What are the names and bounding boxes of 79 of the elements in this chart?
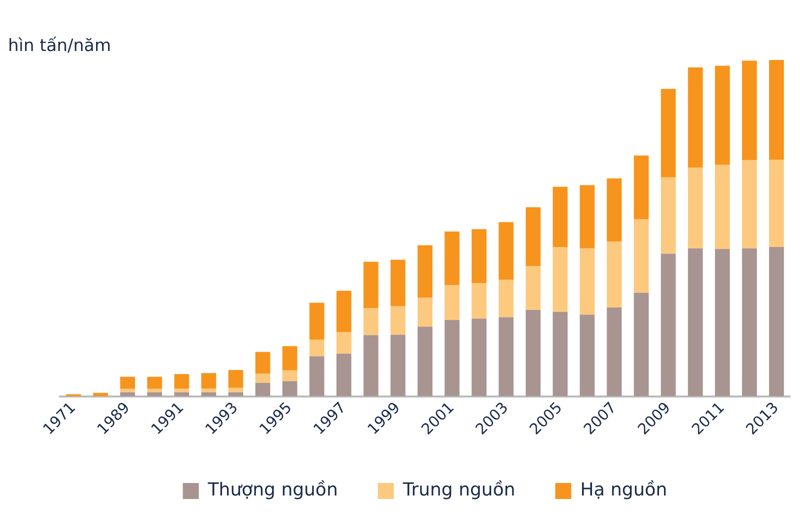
bar xyxy=(201,373,216,389)
bar xyxy=(282,381,298,396)
bar xyxy=(444,232,460,286)
bar xyxy=(688,248,703,396)
bar xyxy=(174,374,190,389)
bar xyxy=(634,292,649,396)
bar xyxy=(363,262,378,308)
bar xyxy=(309,302,324,340)
legend-label: Thượng nguồn xyxy=(206,480,338,501)
bar xyxy=(120,388,136,392)
bar xyxy=(444,320,460,396)
bar xyxy=(255,374,270,383)
bar xyxy=(498,222,514,280)
bar xyxy=(309,339,324,356)
bar xyxy=(580,185,595,248)
bar xyxy=(120,376,136,389)
bar xyxy=(201,392,216,396)
bar xyxy=(418,326,432,396)
bar xyxy=(742,60,757,160)
bar xyxy=(228,392,244,396)
bar xyxy=(526,266,541,310)
bar xyxy=(742,160,757,248)
bar xyxy=(363,335,378,396)
bar xyxy=(634,156,649,220)
bar xyxy=(444,285,460,320)
bar xyxy=(147,388,162,392)
bar xyxy=(606,308,622,396)
bar xyxy=(580,314,595,396)
bar xyxy=(580,248,595,315)
bar xyxy=(769,60,784,160)
bar xyxy=(498,280,514,318)
bar xyxy=(526,207,541,266)
bar xyxy=(363,308,378,336)
bar xyxy=(688,67,703,168)
bar xyxy=(660,88,676,178)
legend-label: Hạ nguồn xyxy=(580,480,668,501)
bar xyxy=(390,260,406,306)
bar xyxy=(309,356,324,396)
y-axis-title: hìn tấn/năm xyxy=(8,36,112,56)
bar xyxy=(660,254,676,396)
bar xyxy=(255,352,270,374)
bar xyxy=(714,248,730,396)
bar xyxy=(147,392,162,396)
bar xyxy=(120,392,136,396)
bar xyxy=(498,317,514,396)
bar xyxy=(769,160,784,247)
bar xyxy=(472,229,487,283)
bar xyxy=(418,298,432,327)
bar xyxy=(552,246,568,312)
bar xyxy=(174,388,190,392)
bar xyxy=(147,376,162,389)
bar xyxy=(472,282,487,319)
bar xyxy=(634,219,649,293)
bar xyxy=(606,178,622,242)
bar xyxy=(336,290,352,332)
bar xyxy=(552,186,568,247)
bar xyxy=(201,388,216,392)
bar xyxy=(282,346,298,370)
bar xyxy=(336,354,352,396)
bar xyxy=(174,392,190,396)
bar xyxy=(390,334,406,396)
bar xyxy=(552,312,568,396)
bar xyxy=(606,242,622,308)
bar xyxy=(526,310,541,396)
bar xyxy=(714,66,730,165)
bar xyxy=(228,370,244,388)
bar xyxy=(714,164,730,249)
bar xyxy=(688,168,703,248)
bar xyxy=(255,382,270,396)
bar xyxy=(282,370,298,382)
bar xyxy=(93,392,108,396)
bar xyxy=(660,177,676,254)
bar xyxy=(418,245,432,298)
bar xyxy=(769,246,784,396)
bar xyxy=(742,248,757,396)
bar xyxy=(390,306,406,335)
bar xyxy=(472,318,487,396)
legend-label: Trung nguồn xyxy=(402,480,516,501)
bar xyxy=(336,332,352,354)
